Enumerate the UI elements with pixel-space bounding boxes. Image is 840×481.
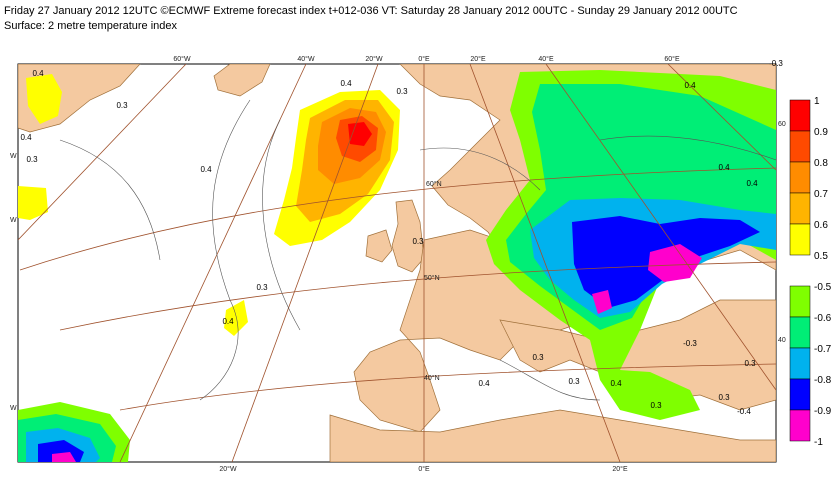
legend-label: -0.6: [814, 313, 832, 324]
legend-swatch: [789, 316, 811, 349]
legend-label: 0.8: [814, 158, 828, 169]
contour-value-label: 0.3: [650, 401, 662, 410]
contour-value-label: 0.4: [200, 165, 212, 174]
top-axis-label: 20°W: [365, 55, 383, 63]
contour-line: [59, 139, 161, 261]
left-axis-label: W: [10, 153, 17, 160]
top-axis-label: 0°E: [418, 55, 430, 63]
graticule: [18, 64, 776, 462]
top-axis-label: 40°E: [538, 55, 554, 63]
contour-value-label: 0.3: [256, 283, 268, 292]
contour-value-label: 0.4: [20, 133, 32, 142]
contour-value-label: 0.3: [26, 155, 38, 164]
contour-line: [262, 119, 301, 331]
contour-value-label: 0.4: [610, 379, 622, 388]
contour-line: [599, 135, 776, 161]
legend-warm: 1 0.9 0.8 0.7 0.6 0.5: [789, 96, 828, 262]
contour-value-label: 0.3: [396, 87, 408, 96]
legend-label: 0.6: [814, 220, 828, 231]
map-body: [18, 64, 776, 462]
right-axis-label: 60: [778, 121, 786, 128]
warm-patch-ocean: [224, 300, 248, 336]
meridian-40e: [545, 64, 776, 391]
legend-swatch: [789, 130, 811, 163]
parallel-40n: [119, 363, 776, 411]
legend-swatch: [789, 347, 811, 380]
land-iceland: [213, 64, 271, 97]
meridian-60w: [18, 64, 187, 241]
axis-labels: 60°W 40°W 20°W 0°E 20°E 40°E 60°E 20°W 0°E 20°E W W…: [10, 55, 786, 473]
land-britain: [391, 199, 425, 273]
legend-label: 1: [814, 96, 820, 107]
latitude-label: 60°N: [426, 180, 442, 188]
contour-value-label: -0.4: [737, 407, 751, 416]
warm-patch-greenland: [26, 74, 62, 124]
legend-label: -1: [814, 437, 823, 448]
top-axis-label: 60°W: [173, 55, 191, 63]
cold-field-0.9: [648, 244, 702, 282]
contour-value-label: 0.4: [478, 379, 490, 388]
legend-swatch: [789, 378, 811, 411]
left-axis-label: W: [10, 405, 17, 412]
latitude-label: 50°N: [424, 274, 440, 282]
legend-label: -0.7: [814, 344, 832, 355]
contour-value-label: 0.4: [340, 79, 352, 88]
contour-value-label: 0.4: [222, 317, 234, 326]
contour-value-label: 0.4: [718, 163, 730, 172]
contour-value-label: 0.3: [532, 353, 544, 362]
cold-field-0.9b: [592, 290, 612, 314]
legend-label: -0.8: [814, 375, 832, 386]
top-axis-label: 40°W: [297, 55, 315, 63]
contour-value-label: -0.3: [769, 59, 783, 68]
contour-value-label: 0.4: [746, 179, 758, 188]
contour-lines: [59, 99, 776, 401]
parallel-60n: [19, 167, 776, 271]
legend-label: 0.9: [814, 127, 828, 138]
right-axis-label: 40: [778, 337, 786, 344]
map-title-line2: Surface: 2 metre temperature index: [4, 20, 178, 32]
contour-value-label: 0.3: [718, 393, 730, 402]
top-axis-label: 60°E: [664, 55, 680, 63]
legend-label: -0.5: [814, 282, 832, 293]
legend-label: 0.7: [814, 189, 828, 200]
left-axis-label: W: [10, 217, 17, 224]
legend-cold: -0.5 -0.6 -0.7 -0.8 -0.9 -1: [789, 282, 832, 448]
land-north-africa: [329, 409, 776, 462]
top-axis-label: 20°E: [470, 55, 486, 63]
contour-value-label: 0.3: [412, 237, 424, 246]
contour-line: [499, 359, 601, 401]
contour-value-label: 0.4: [32, 69, 44, 78]
legend-label: 0.5: [814, 251, 828, 262]
contour-value-label: 0.3: [744, 359, 756, 368]
contour-labels: 0.4 0.3 0.4 0.3 0.4 0.3 0.4 0.3 0.4 0.3 0.3 0.4 0.3 0…: [20, 59, 783, 416]
legend-swatch: [789, 99, 811, 132]
contour-value-label: 0.3: [568, 377, 580, 386]
contour-value-label: 0.4: [684, 81, 696, 90]
legend-swatch: [789, 161, 811, 194]
legend-swatch: [789, 409, 811, 442]
contour-line: [419, 147, 541, 191]
bottom-axis-label: 20°W: [219, 465, 237, 473]
bottom-axis-label: 0°E: [418, 465, 430, 473]
contour-value-label: 0.3: [116, 101, 128, 110]
legend-swatch: [789, 192, 811, 225]
meridian-20w: [231, 64, 379, 462]
warm-field-0.9: [348, 122, 372, 146]
legend-label: -0.9: [814, 406, 832, 417]
legend-swatch: [789, 285, 811, 318]
land-ireland: [365, 229, 393, 263]
parallel-50n: [59, 261, 776, 331]
map-title-line1: Friday 27 January 2012 12UTC ©ECMWF Extr…: [4, 5, 738, 17]
bottom-axis-label: 20°E: [612, 465, 628, 473]
contour-line: [199, 99, 251, 401]
cold-patch-southwest-0.9: [52, 452, 76, 462]
legend-swatch: [789, 223, 811, 256]
contour-value-label: -0.3: [683, 339, 697, 348]
latitude-label: 40°N: [424, 374, 440, 382]
meridian-60e: [667, 64, 776, 171]
meridian-20e: [469, 64, 621, 462]
warm-patch-west: [18, 186, 48, 220]
